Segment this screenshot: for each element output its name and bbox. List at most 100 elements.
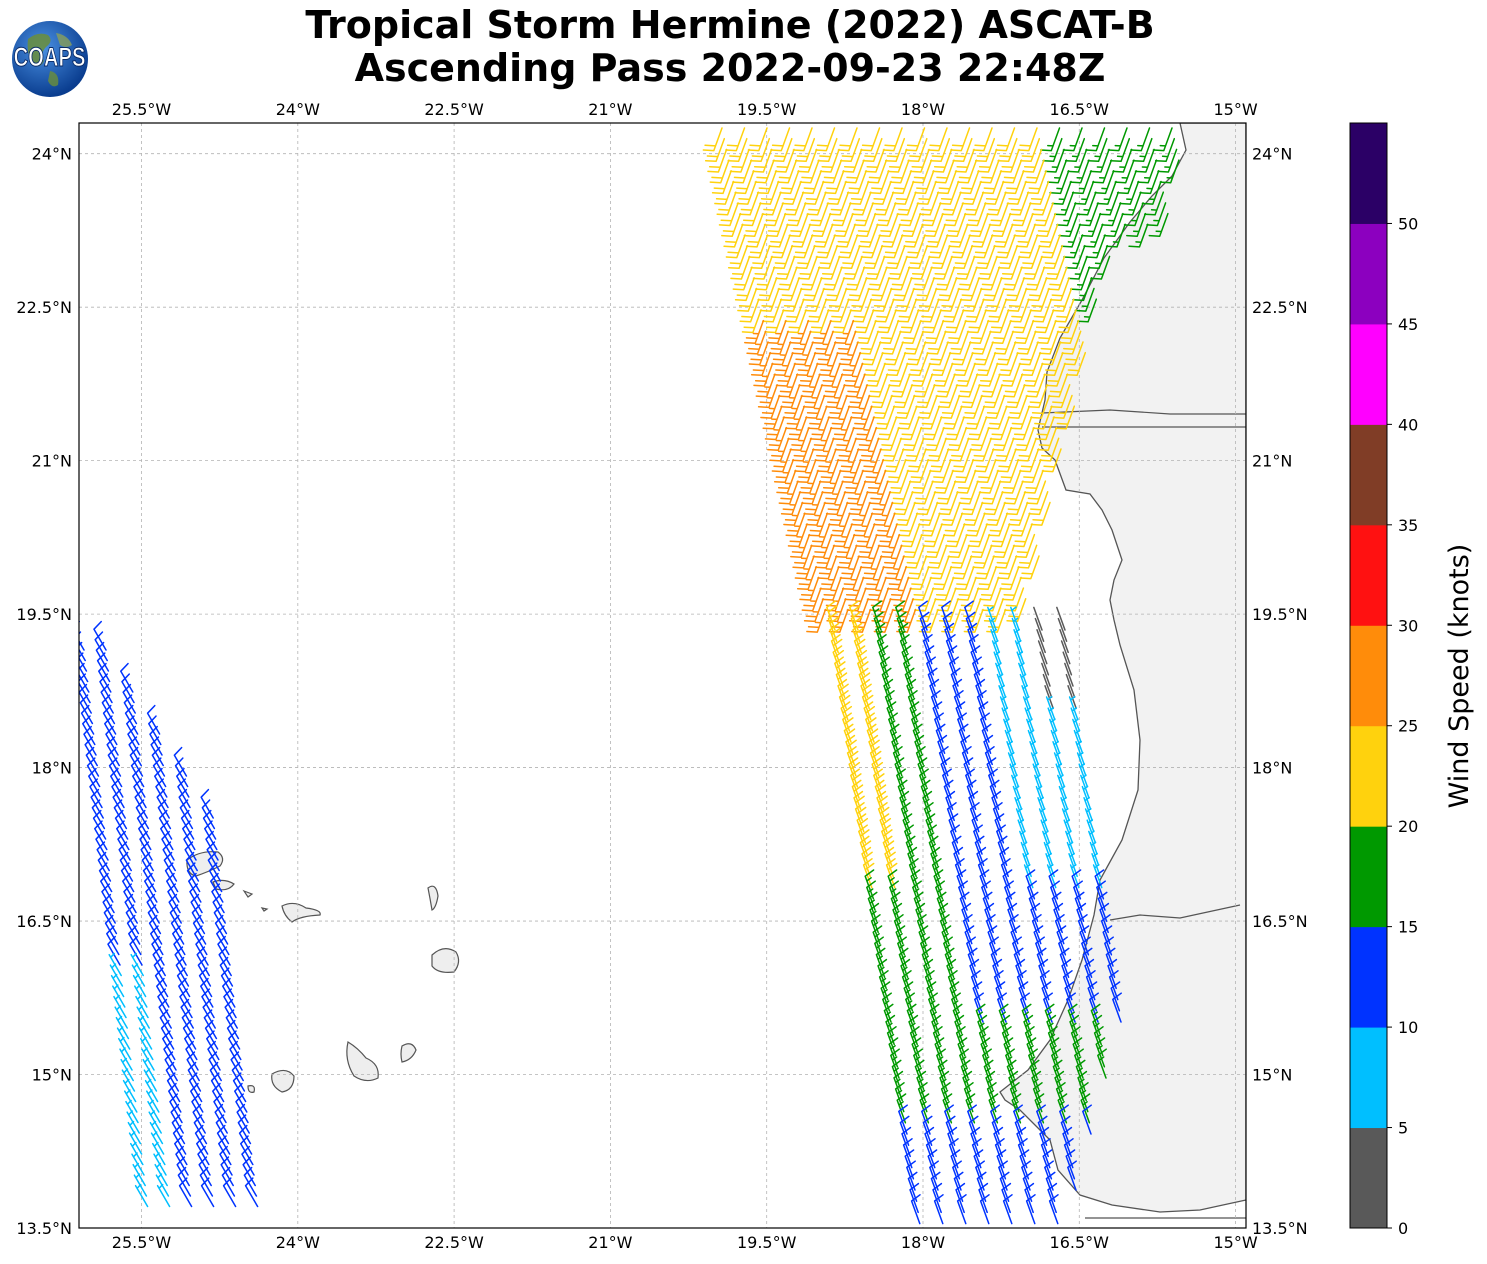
wind-barb bbox=[1009, 405, 1031, 430]
wind-barb bbox=[196, 946, 210, 977]
wind-barb bbox=[189, 883, 203, 914]
wind-barb bbox=[222, 1177, 237, 1208]
wind-barb bbox=[1016, 437, 1037, 462]
wind-barb bbox=[207, 851, 222, 882]
wind-barb bbox=[860, 127, 881, 152]
wind-barb bbox=[796, 458, 817, 484]
wind-barb bbox=[1134, 148, 1155, 173]
colorbar-tick-label: 50 bbox=[1398, 214, 1418, 233]
wind-barb bbox=[979, 576, 1000, 601]
wind-barb bbox=[781, 180, 802, 205]
wind-barb bbox=[825, 384, 846, 409]
wind-barb bbox=[114, 809, 129, 840]
wind-barb bbox=[139, 830, 153, 861]
wind-barb bbox=[816, 341, 837, 366]
wind-barb bbox=[95, 641, 110, 672]
wind-barb bbox=[805, 501, 826, 526]
wind-barb bbox=[823, 480, 844, 505]
wind-barb bbox=[1078, 202, 1099, 227]
wind-barb bbox=[924, 426, 945, 451]
wind-barb bbox=[863, 351, 884, 377]
wind-barb bbox=[124, 893, 138, 924]
wind-barb bbox=[841, 565, 863, 591]
wind-barb bbox=[775, 362, 796, 387]
wind-barb bbox=[146, 704, 161, 735]
wind-barb bbox=[981, 480, 1002, 505]
wind-barb bbox=[918, 191, 940, 216]
wind-barb bbox=[1029, 180, 1050, 205]
wind-barb bbox=[1006, 180, 1027, 205]
wind-barb bbox=[818, 458, 840, 484]
wind-barb bbox=[870, 384, 891, 409]
wind-barb bbox=[146, 893, 160, 924]
wind-barb bbox=[967, 523, 988, 548]
wind-barb bbox=[168, 893, 182, 924]
wind-barb bbox=[779, 277, 800, 302]
wind-barb bbox=[1146, 202, 1167, 227]
wind-barb bbox=[229, 1040, 243, 1071]
wind-barb bbox=[1011, 202, 1032, 227]
wind-barb bbox=[915, 491, 936, 516]
lat-tick-label: 21°N bbox=[32, 452, 72, 471]
wind-barb bbox=[783, 191, 805, 216]
wind-barb bbox=[195, 935, 209, 966]
wind-barb bbox=[192, 914, 207, 945]
wind-barb bbox=[79, 641, 88, 672]
wind-barb bbox=[983, 491, 1004, 516]
wind-barb bbox=[897, 512, 919, 537]
wind-barb bbox=[987, 512, 1009, 537]
wind-barb bbox=[873, 191, 895, 216]
wind-barb bbox=[884, 448, 905, 473]
wind-barb bbox=[1017, 819, 1028, 844]
wind-barb bbox=[972, 127, 993, 152]
wind-barb bbox=[200, 977, 214, 1008]
wind-barb bbox=[1013, 212, 1034, 237]
wind-barb bbox=[995, 234, 1016, 259]
wind-barb bbox=[793, 234, 814, 259]
wind-barb bbox=[929, 137, 951, 163]
wind-barb bbox=[991, 639, 1002, 665]
wind-barb bbox=[890, 373, 911, 398]
wind-barb bbox=[96, 841, 110, 872]
wind-barb bbox=[1056, 606, 1066, 631]
wind-barb bbox=[809, 309, 830, 334]
wind-barb bbox=[1022, 255, 1043, 280]
wind-barb bbox=[1105, 223, 1126, 248]
wind-barb bbox=[1032, 763, 1043, 788]
wind-barb bbox=[775, 255, 796, 280]
wind-barb bbox=[806, 191, 827, 216]
colorbar-bin bbox=[1350, 223, 1387, 325]
lon-tick-label: 22.5°W bbox=[424, 1233, 484, 1252]
wind-barb bbox=[777, 266, 798, 291]
wind-barb bbox=[997, 137, 1018, 163]
wind-barb bbox=[845, 266, 866, 291]
wind-barb bbox=[1008, 191, 1030, 216]
colorbar-tick-label: 20 bbox=[1398, 817, 1418, 836]
wind-barb bbox=[1015, 533, 1036, 558]
wind-barb bbox=[1041, 341, 1062, 366]
wind-barb bbox=[730, 255, 751, 280]
wind-barb bbox=[1076, 298, 1098, 323]
wind-barb bbox=[977, 148, 998, 173]
wind-barb bbox=[151, 746, 166, 777]
lon-tick-label: 18°W bbox=[901, 100, 945, 119]
wind-barb bbox=[709, 159, 730, 184]
wind-barb bbox=[162, 1030, 176, 1061]
wind-barb bbox=[180, 998, 194, 1029]
wind-barb bbox=[1062, 127, 1083, 152]
wind-barb bbox=[856, 319, 877, 344]
wind-barb bbox=[980, 373, 1001, 398]
colorbar-tick-label: 0 bbox=[1398, 1219, 1408, 1238]
wind-barb bbox=[822, 266, 843, 291]
wind-barb bbox=[753, 362, 774, 387]
wind-barb bbox=[839, 555, 860, 580]
wind-barb bbox=[891, 480, 912, 505]
wind-barb bbox=[761, 191, 782, 216]
wind-barb bbox=[203, 1009, 218, 1040]
wind-barb bbox=[974, 555, 995, 580]
wind-barb bbox=[950, 127, 971, 152]
wind-barb bbox=[1159, 159, 1180, 184]
lat-tick-label: 18°N bbox=[1252, 759, 1292, 778]
wind-barb bbox=[801, 170, 822, 195]
wind-barb bbox=[793, 341, 814, 366]
